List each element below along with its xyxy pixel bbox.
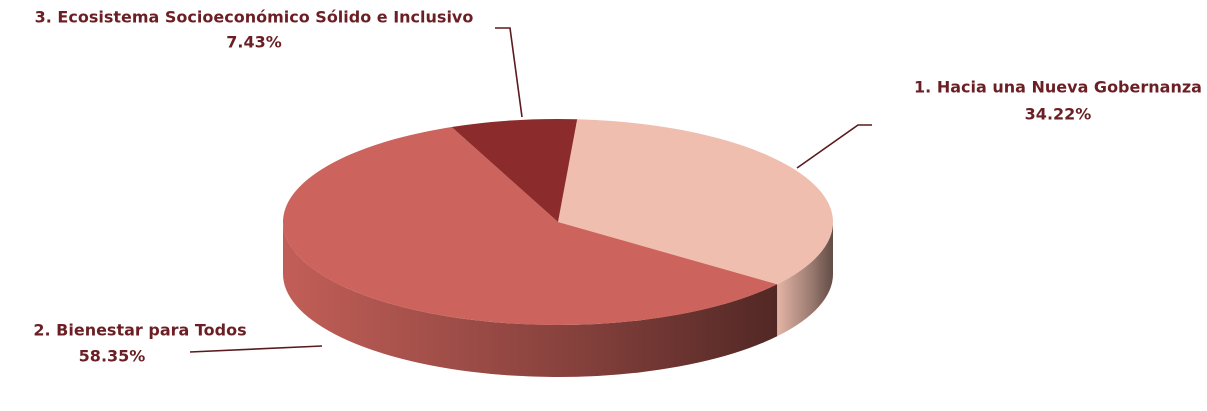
slice <box>283 127 778 325</box>
slice-label: 1. Hacia una Nueva Gobernanza <box>914 78 1202 97</box>
slice <box>558 119 834 285</box>
slice-value-label: 7.43% <box>226 33 282 52</box>
slice-label: 3. Ecosistema Socioeconómico Sólido e In… <box>35 8 474 27</box>
leader-line <box>495 27 523 118</box>
slice-label: 2. Bienestar para Todos <box>33 321 246 340</box>
slice-side-shade <box>777 222 833 337</box>
slice-value-label: 58.35% <box>79 347 146 366</box>
pie <box>283 118 834 378</box>
slice-side-shade <box>283 222 778 378</box>
leader-line <box>189 345 323 353</box>
leader-line <box>796 124 872 169</box>
slice <box>451 118 578 222</box>
slice-value-label: 34.22% <box>1025 105 1092 124</box>
